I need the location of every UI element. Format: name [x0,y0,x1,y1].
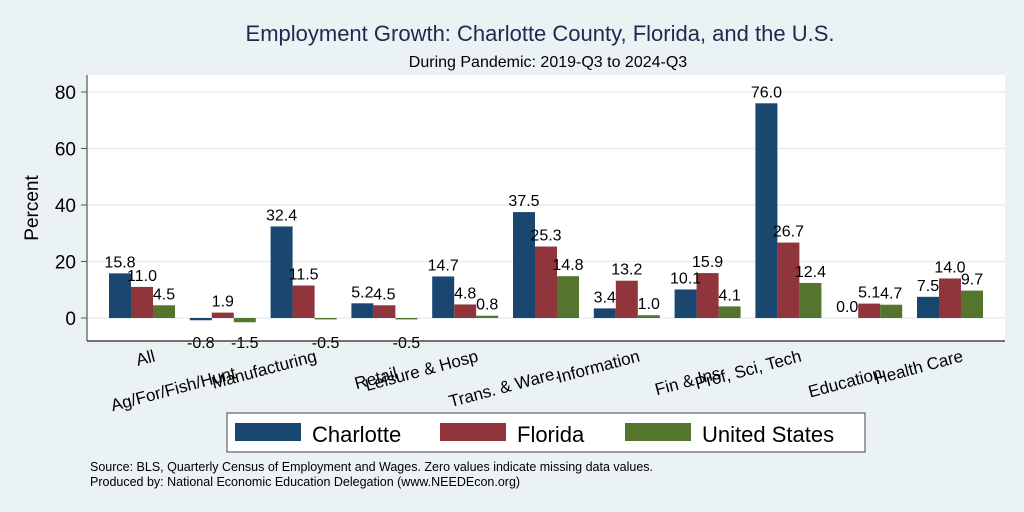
x-tick-label: Trans. & Ware. [447,364,561,412]
data-label: 4.1 [718,287,740,304]
bar-florida [777,242,800,318]
chart-title: Employment Growth: Charlotte County, Flo… [246,21,835,46]
x-tick-label: Prof, Sci, Tech [693,347,803,394]
bar-united-states [880,304,903,318]
y-axis-label: Percent [22,175,43,241]
legend-label: Florida [517,422,585,447]
y-tick-label: 80 [55,83,76,104]
bar-united-states [799,282,822,318]
bar-united-states [153,305,175,318]
data-label: 10.1 [670,270,701,287]
data-label: 11.0 [127,268,157,285]
legend-swatch-charlotte [235,423,301,441]
data-label: 15.8 [104,254,135,271]
bar-charlotte [351,303,374,318]
data-label: 25.3 [530,228,561,245]
bar-florida [696,273,719,318]
bar-charlotte [593,308,616,318]
bar-charlotte [513,212,535,318]
bar-charlotte [109,273,131,318]
data-label: 4.5 [373,286,395,303]
data-label: 76.0 [751,84,782,101]
bar-united-states [718,306,741,318]
data-label: 1.9 [212,294,234,311]
data-label: -1.5 [231,335,259,352]
bar-charlotte [674,289,697,318]
data-label: 14.7 [428,257,459,274]
bar-florida [211,312,234,318]
source-note: Source: BLS, Quarterly Census of Employm… [90,460,653,474]
bar-united-states [233,318,256,323]
bar-florida [373,305,396,318]
bar-united-states [476,315,499,318]
data-labels: 15.811.04.5-0.81.9-1.532.411.5-0.55.2 4.5… [104,84,983,352]
y-tick-label: 40 [55,196,76,217]
data-label: 7.5 [917,278,939,295]
bar-charlotte [189,318,212,321]
bar-charlotte [270,226,293,318]
y-tick-label: 0 [65,309,76,330]
data-label: 14.0 [934,259,965,276]
data-label: 0.8 [476,297,498,314]
data-label: 15.9 [692,254,723,271]
legend-label: Charlotte [312,422,401,447]
x-tick-label: Health Care [872,347,965,389]
data-label: 37.5 [508,193,539,210]
x-tick-label: Manufacturing [210,347,319,393]
data-label: 9.7 [961,272,983,289]
bars [109,103,983,323]
data-label: -0.8 [187,335,215,352]
bar-charlotte [755,103,778,318]
bar-united-states [961,290,983,318]
bar-united-states [637,315,660,318]
y-tick-label: 20 [55,253,76,274]
bar-florida [292,285,315,318]
bar-florida [131,286,153,318]
data-label: 4.7 [880,286,902,303]
data-label: 0.0 [836,299,858,316]
bar-charlotte [917,296,939,318]
bar-florida [454,304,477,318]
data-label: -0.5 [393,335,421,352]
produced-by-note: Produced by: National Economic Education… [90,475,520,489]
data-label: 5.1 [858,285,880,302]
data-label: -0.5 [312,335,340,352]
bar-florida [939,278,961,318]
x-tick-label: All [134,347,157,370]
x-tick-label: Information [555,347,642,387]
bar-florida [535,246,557,318]
y-ticks: 0 20 40 60 80 [55,83,87,330]
legend: Charlotte Florida United States [226,412,866,453]
legend-label: United States [702,422,834,447]
chart-subtitle: During Pandemic: 2019-Q3 to 2024-Q3 [409,54,687,71]
data-label: 3.4 [594,289,616,306]
bar-united-states [395,318,418,320]
data-label: 5.2 [351,284,373,301]
data-label: 4.5 [153,286,175,303]
bar-united-states [557,276,579,318]
data-label: 12.4 [795,264,826,281]
bar-florida [615,280,638,318]
bar-charlotte [432,276,455,318]
data-label: 13.2 [611,262,642,279]
legend-swatch-united-states [625,423,691,441]
legend-swatch-florida [440,423,506,441]
data-label: 1.0 [638,296,660,313]
data-label: 11.5 [289,267,319,284]
y-tick-label: 60 [55,140,76,161]
data-label: 26.7 [773,224,804,241]
data-label: 32.4 [266,207,297,224]
bar-florida [858,303,881,318]
data-label: 14.8 [552,257,583,274]
bar-united-states [314,318,337,320]
data-label: 4.8 [454,285,476,302]
legend-box [226,412,866,453]
